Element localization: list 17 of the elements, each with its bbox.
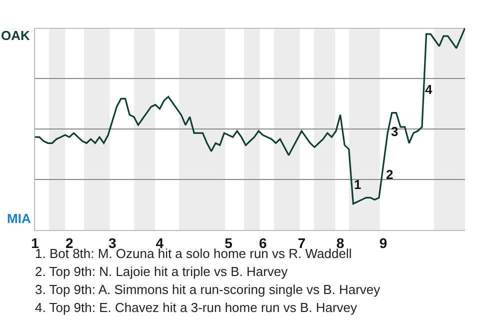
x-tick-label: 8 bbox=[336, 234, 344, 251]
x-tick-label: 7 bbox=[298, 234, 306, 251]
x-tick-label: 5 bbox=[224, 234, 233, 251]
x-tick-label: 3 bbox=[108, 234, 116, 251]
annotation: 2 bbox=[386, 167, 394, 182]
x-tick-label: 9 bbox=[379, 234, 388, 251]
text: MIA bbox=[7, 211, 32, 226]
text: 2. Top 9th: N. Lajoie hit a triple vs B. Harvey bbox=[35, 264, 288, 279]
text: OAK bbox=[1, 28, 30, 43]
annotation: 4 bbox=[425, 82, 433, 97]
x-tick-label: 2 bbox=[66, 234, 74, 251]
text: 4. Top 9th: E. Chavez hit a 3-run home run vs B. Harvey bbox=[35, 300, 358, 315]
annotation: 1 bbox=[354, 177, 362, 192]
x-tick-label: 4 bbox=[156, 234, 164, 251]
text: 3. Top 9th: A. Simmons hit a run-scoring single vs B. Harvey bbox=[35, 282, 381, 297]
x-tick-label: 6 bbox=[259, 234, 267, 251]
annotation: 3 bbox=[391, 124, 398, 139]
